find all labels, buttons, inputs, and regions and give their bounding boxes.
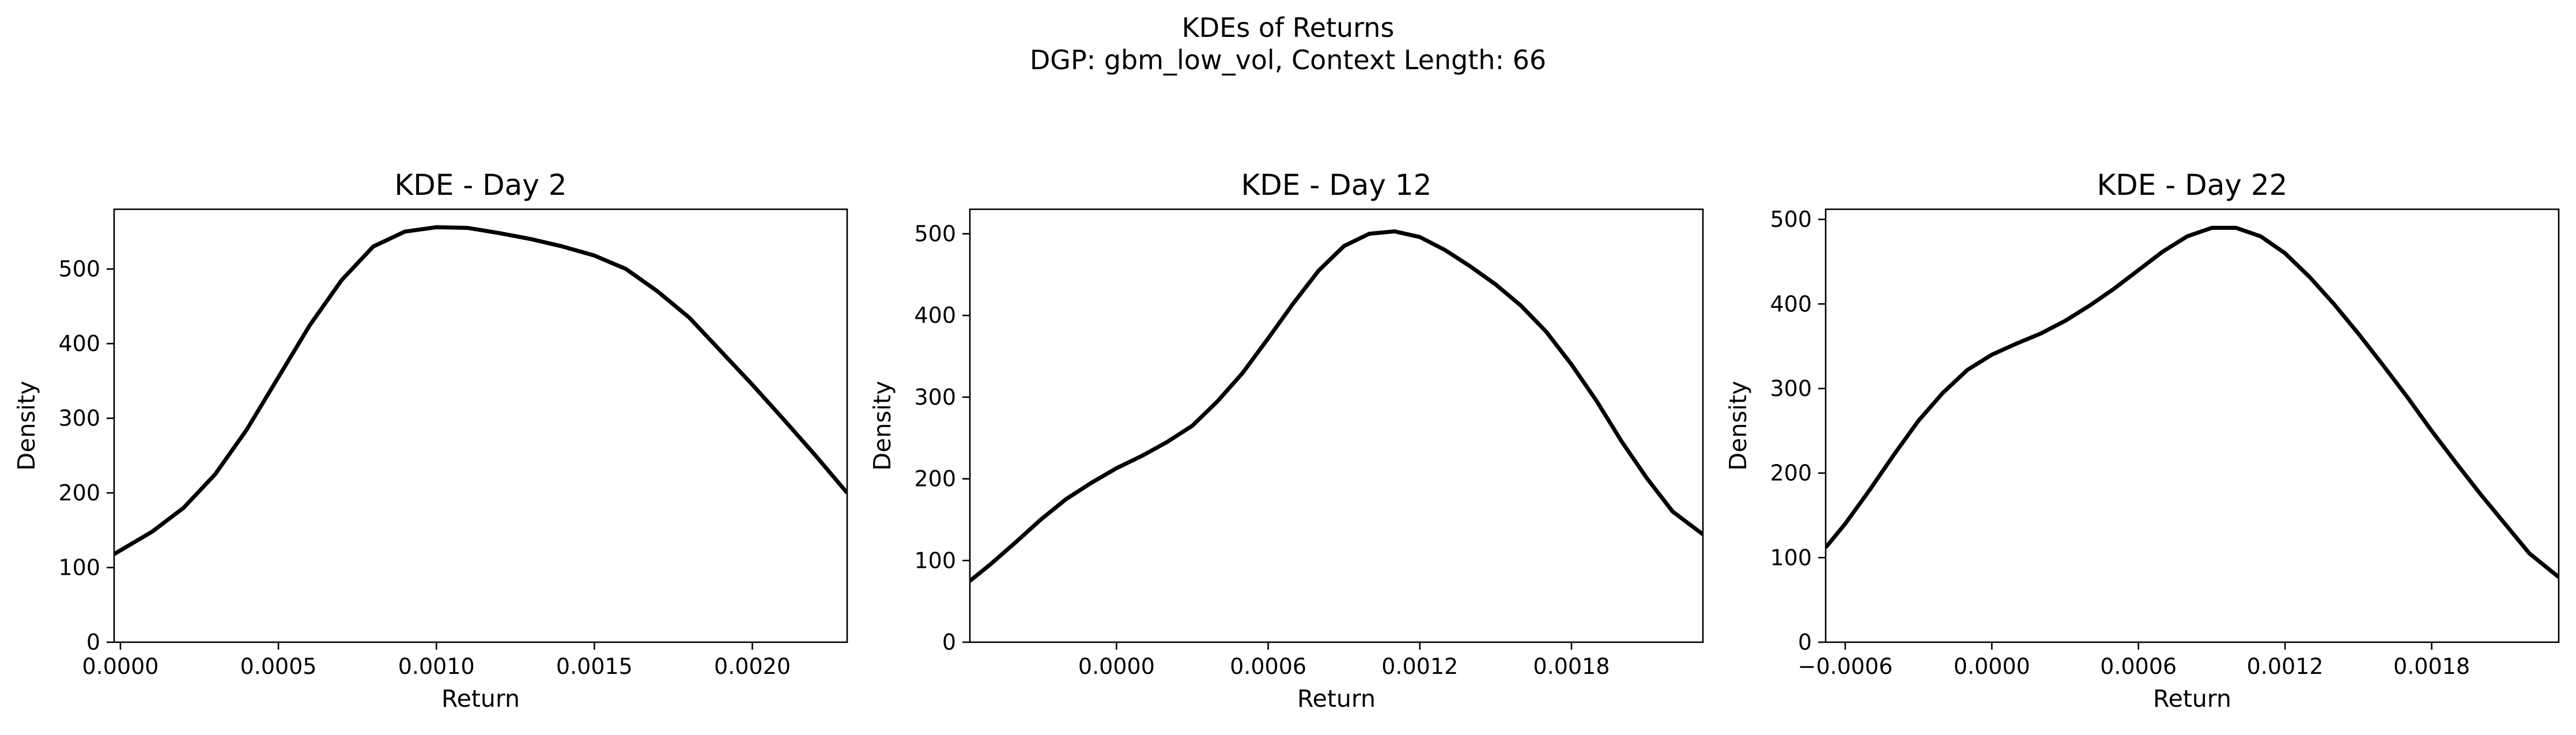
kde-line (970, 229, 1703, 583)
x-tick-label: 0.0015 (556, 654, 633, 679)
panel-title: KDE - Day 2 (394, 168, 566, 202)
y-tick-label: 500 (1770, 207, 1812, 232)
panel-title: KDE - Day 22 (2097, 168, 2288, 202)
y-tick-label: 200 (1770, 461, 1812, 486)
x-tick-label: 0.0000 (82, 654, 158, 679)
y-axis-label: Density (13, 381, 40, 471)
x-tick-label: 0.0006 (1230, 654, 1306, 679)
x-tick-label: 0.0018 (2393, 654, 2470, 679)
y-tick-label: 0 (942, 630, 956, 655)
x-tick-label: 0.0012 (1381, 654, 1458, 679)
x-tick-label: 0.0018 (1533, 654, 1610, 679)
x-tick-label: 0.0010 (398, 654, 475, 679)
axes-frame (969, 208, 1704, 643)
y-tick-label: 0 (86, 630, 100, 655)
panel-title: KDE - Day 12 (1241, 168, 1432, 202)
kde-panel-3: −0.0006 0.0000 0.0006 0.0012 0.0018 0 100 200 30… (1724, 168, 2560, 713)
kde-panel-1: 0.0000 0.0005 0.0010 0.0015 0.0020 0 100 200 300… (13, 168, 848, 713)
y-tick-label: 400 (58, 331, 100, 356)
y-tick-label: 0 (1798, 630, 1812, 655)
kde-line (114, 225, 847, 556)
kde-panel-2: 0.0000 0.0006 0.0012 0.0018 0 100 200 300 400 500… (868, 168, 1704, 713)
y-tick-label: 400 (1770, 291, 1812, 316)
x-axis-label: Return (441, 685, 520, 713)
x-tick-label: 0.0020 (714, 654, 791, 679)
y-tick-label: 100 (58, 555, 100, 581)
x-tick-label: 0.0006 (2100, 654, 2177, 679)
x-tick-label: −0.0006 (1798, 654, 1893, 679)
y-tick-label: 500 (58, 257, 100, 282)
y-tick-label: 200 (914, 466, 956, 492)
y-tick-label: 400 (914, 303, 956, 328)
y-tick-label: 200 (58, 480, 100, 506)
y-tick-label: 300 (1770, 376, 1812, 401)
figure-subtitle: DGP: gbm_low_vol, Context Length: 66 (1030, 44, 1546, 76)
x-axis-label: Return (2153, 685, 2231, 713)
y-tick-label: 100 (914, 548, 956, 573)
axes-frame (113, 208, 848, 643)
y-tick-label: 300 (914, 385, 956, 410)
x-tick-label: 0.0000 (1954, 654, 2030, 679)
y-axis-label: Density (1724, 381, 1752, 471)
axes-frame (1825, 208, 2560, 643)
x-axis-label: Return (1297, 685, 1376, 713)
x-tick-label: 0.0005 (240, 654, 317, 679)
y-tick-label: 100 (1770, 545, 1812, 570)
x-tick-label: 0.0000 (1078, 654, 1155, 679)
y-tick-label: 300 (58, 406, 100, 431)
x-tick-label: 0.0012 (2247, 654, 2324, 679)
y-axis-label: Density (868, 381, 896, 471)
y-tick-label: 500 (914, 221, 956, 247)
figure-title: KDEs of Returns (1182, 12, 1395, 43)
kde-line (1826, 225, 2559, 579)
